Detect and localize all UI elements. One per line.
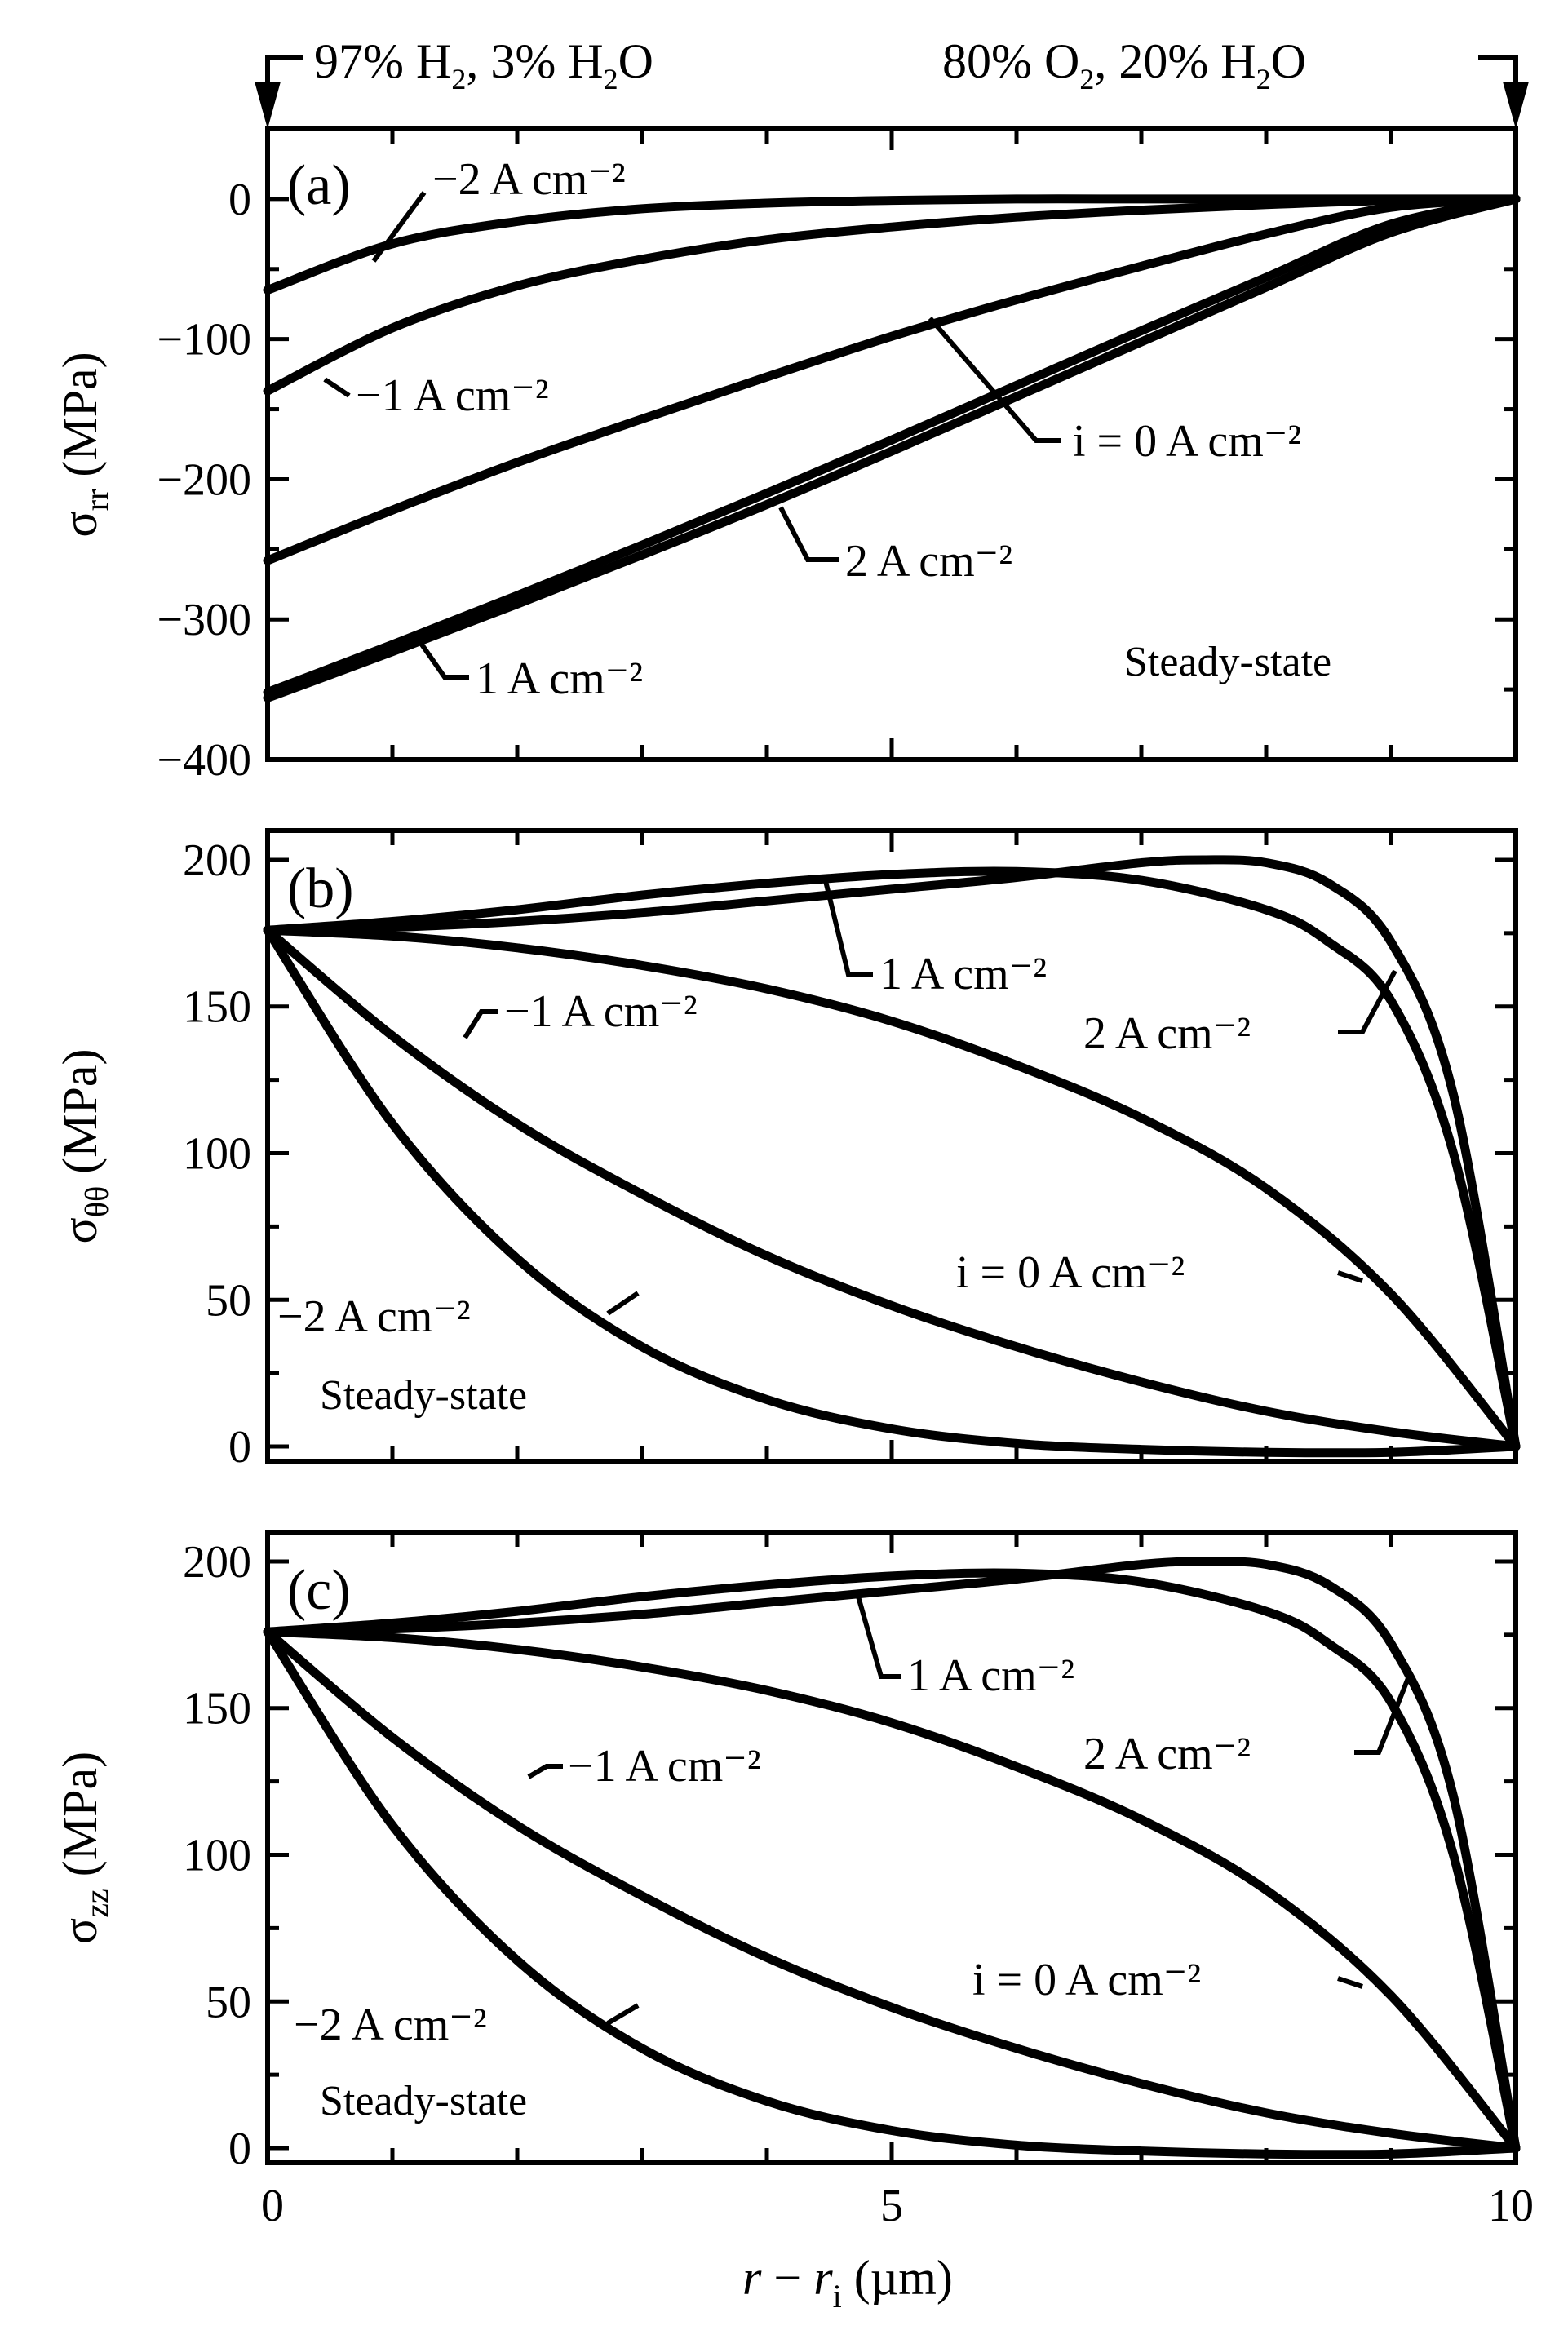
panel-c-label-neg2: −2 A cm⁻²: [294, 2000, 487, 2050]
panel-c-steady-state-note: Steady-state: [320, 2078, 527, 2124]
series-line: [263, 866, 1521, 1451]
series-line: [263, 194, 1521, 697]
panel-c-leader-2: [1354, 1672, 1412, 1755]
panel-b-label-1: 1 A cm⁻²: [879, 949, 1047, 999]
panel-a-label-zero: i = 0 A cm⁻²: [1073, 416, 1301, 467]
panel-a-y-tick-label: −100: [157, 315, 251, 365]
panel-b-y-tick-label: 0: [228, 1422, 251, 1473]
panel-a-y-tick-labels: 0 −100 −200 −300 −400: [157, 175, 251, 786]
panel-a-leader-neg2: [371, 191, 427, 263]
panel-b-label-2: 2 A cm⁻²: [1083, 1008, 1251, 1059]
panel-b-label-neg1: −1 A cm⁻²: [504, 986, 698, 1037]
panel-b-y-tick-label: 50: [206, 1275, 251, 1326]
panel-a-letter: (a): [287, 154, 351, 217]
panel-b-y-tick-label: 200: [183, 835, 251, 886]
series-line: [263, 194, 1521, 565]
series-line: [263, 1568, 1521, 2153]
panel-a-leader-zero: [928, 317, 1061, 443]
panel-c-leader-neg1: [527, 1764, 563, 1779]
panel-c-label-neg1: −1 A cm⁻²: [568, 1741, 761, 1792]
panel-c-y-tick-label: 150: [183, 1684, 251, 1734]
x-axis-title: r − ri (µm): [742, 2251, 953, 2314]
x-tick-label-0: 0: [261, 2181, 284, 2231]
left-gas-arrow-line: [265, 55, 303, 86]
panel-b-leader-neg1: [463, 1009, 498, 1039]
panel-a: 0 −100 −200 −300 −400 σrr (MPa) (a) Stea…: [53, 126, 1521, 786]
series-line: [263, 1627, 1521, 2159]
panel-c-label-zero: i = 0 A cm⁻²: [972, 1955, 1201, 2005]
series-line: [263, 194, 1521, 396]
panel-a-y-tick-label: 0: [228, 175, 251, 225]
panel-b-y-tick-label: 150: [183, 982, 251, 1033]
panel-a-label-2: 2 A cm⁻²: [845, 536, 1012, 587]
series-line: [263, 925, 1521, 1451]
right-gas-arrow-icon: [1503, 82, 1529, 129]
series-line: [263, 855, 1521, 1451]
panel-a-label-neg2: −2 A cm⁻²: [432, 154, 626, 205]
panel-a-leader-neg1: [323, 377, 351, 398]
panel-c: 0 50 100 150 200 σzz (MPa) (c) Steady-st…: [53, 1530, 1521, 2174]
panel-a-label-neg1: −1 A cm⁻²: [356, 370, 549, 421]
panel-c-leader-neg2: [606, 2003, 640, 2026]
panel-b-y-tick-label: 100: [183, 1129, 251, 1180]
panel-b-leader-2: [1338, 969, 1397, 1034]
panel-c-y-tick-label: 100: [183, 1831, 251, 1881]
panel-c-y-tick-label: 200: [183, 1537, 251, 1588]
panel-b-label-neg2: −2 A cm⁻²: [277, 1291, 471, 1342]
panel-c-label-2: 2 A cm⁻²: [1083, 1729, 1251, 1779]
panel-a-y-axis-title: σrr (MPa): [53, 352, 115, 537]
panel-a-leader-2: [778, 506, 839, 562]
x-axis: 0 5 10 r − ri (µm): [261, 2181, 1534, 2314]
left-gas-arrow-icon: [255, 82, 281, 129]
x-tick-label-10: 10: [1488, 2181, 1534, 2231]
panel-a-leader-1: [414, 635, 469, 680]
panel-a-y-tick-label: −200: [157, 454, 251, 505]
panel-a-y-tick-label: −300: [157, 595, 251, 645]
panel-a-y-tick-label: −400: [157, 735, 251, 786]
panel-c-letter: (c): [287, 1559, 351, 1622]
series-line: [263, 925, 1521, 1451]
panel-a-steady-state-note: Steady-state: [1124, 639, 1331, 685]
panel-b-leader-1: [823, 880, 873, 977]
panel-a-ticks: [268, 129, 1516, 760]
panel-c-y-axis-title: σzz (MPa): [53, 1752, 115, 1944]
header-left: 97% H2, 3% H2O: [314, 34, 653, 95]
figure-header: 97% H2, 3% H2O 80% O2, 20% H2O: [255, 34, 1529, 129]
panel-b-y-tick-labels: 0 50 100 150 200: [183, 835, 251, 1473]
panel-b-letter: (b): [287, 857, 354, 920]
series-line: [263, 1627, 1521, 2153]
panel-b-y-axis-title: σθθ (MPa): [53, 1049, 115, 1244]
panel-c-leader-1: [854, 1590, 901, 1679]
series-line: [263, 194, 1521, 702]
x-tick-label-5: 5: [880, 2181, 903, 2231]
series-line: [263, 925, 1521, 1458]
panel-b-leader-zero: [1337, 1270, 1363, 1283]
panel-b-label-zero: i = 0 A cm⁻²: [956, 1247, 1185, 1298]
panel-a-label-1: 1 A cm⁻²: [476, 653, 643, 704]
series-line: [263, 1557, 1521, 2153]
panel-b: 0 50 100 150 200 σθθ (MPa) (b) Steady-st…: [53, 828, 1521, 1473]
panel-c-label-1: 1 A cm⁻²: [907, 1650, 1074, 1701]
panel-a-curves: [263, 194, 1521, 702]
panel-c-curves: [263, 1557, 1521, 2159]
panel-c-y-tick-label: 0: [228, 2124, 251, 2174]
panel-c-y-tick-label: 50: [206, 1977, 251, 2027]
header-right: 80% O2, 20% H2O: [942, 34, 1306, 95]
panel-b-steady-state-note: Steady-state: [320, 1372, 527, 1419]
panel-b-curves: [263, 855, 1521, 1458]
panel-b-leader-neg2: [606, 1291, 640, 1316]
right-gas-arrow-line: [1478, 55, 1518, 86]
panel-c-leader-zero: [1337, 1976, 1363, 1989]
panel-c-y-tick-labels: 0 50 100 150 200: [183, 1537, 251, 2174]
series-line: [263, 1627, 1521, 2153]
